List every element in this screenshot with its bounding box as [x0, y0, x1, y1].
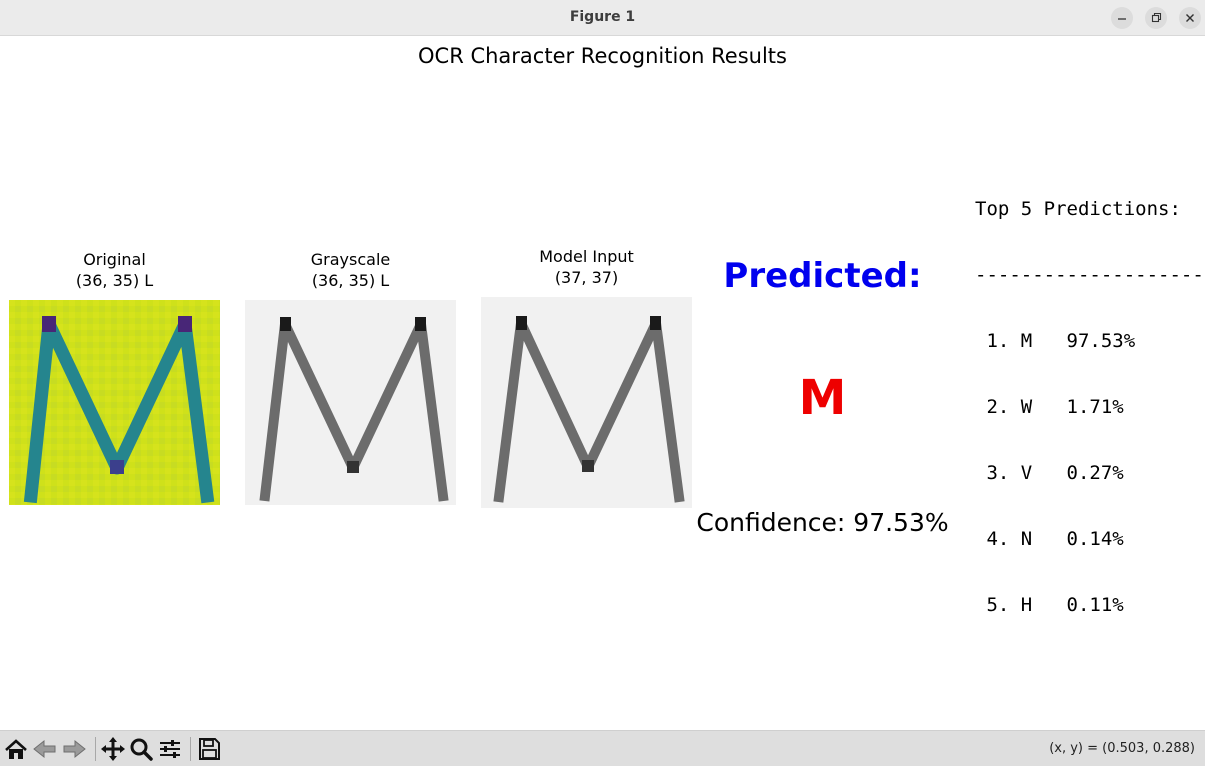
panel-grayscale-heading: Grayscale — [310, 250, 391, 269]
toolbar-separator — [190, 737, 191, 761]
panel-model-input-heading: Model Input — [539, 247, 634, 266]
close-button[interactable] — [1179, 7, 1201, 29]
predicted-character: M — [798, 370, 847, 426]
top5-predictions: Top 5 Predictions: -------------------- … — [975, 154, 1204, 660]
home-button[interactable] — [2, 735, 30, 763]
panel-model-input-shape: (37, 37) — [554, 268, 619, 287]
close-icon — [1186, 14, 1194, 22]
window-title: Figure 1 — [569, 9, 636, 25]
confidence-text: Confidence: 97.53% — [696, 508, 949, 537]
back-button[interactable] — [31, 735, 59, 763]
figure-title: OCR Character Recognition Results — [418, 44, 787, 68]
panel-original-title: Original (36, 35) L — [9, 249, 220, 291]
top5-header: Top 5 Predictions: — [975, 198, 1181, 220]
top5-row: 1. M 97.53% — [975, 330, 1136, 352]
original-image — [9, 300, 220, 505]
top5-divider: -------------------- — [975, 264, 1204, 286]
configure-button[interactable] — [156, 735, 184, 763]
top5-row: 5. H 0.11% — [975, 594, 1124, 616]
predicted-label: Predicted: — [723, 256, 922, 296]
cursor-coordinates: (x, y) = (0.503, 0.288) — [1049, 741, 1195, 756]
save-icon — [199, 738, 220, 760]
grayscale-image — [245, 300, 456, 505]
panel-original-heading: Original — [83, 250, 146, 269]
panel-grayscale-shape: (36, 35) L — [311, 271, 390, 290]
window-titlebar: Figure 1 — [0, 0, 1205, 36]
model-input-image — [481, 297, 692, 508]
configure-icon — [160, 740, 180, 758]
minimize-button[interactable] — [1111, 7, 1133, 29]
forward-icon — [63, 739, 86, 759]
panel-model-input-title: Model Input (37, 37) — [481, 246, 692, 288]
pan-button[interactable] — [99, 735, 127, 763]
pan-icon — [101, 737, 125, 761]
top5-row: 3. V 0.27% — [975, 462, 1124, 484]
restore-icon — [1151, 12, 1162, 23]
restore-button[interactable] — [1145, 7, 1167, 29]
panel-grayscale-title: Grayscale (36, 35) L — [245, 249, 456, 291]
toolbar-separator — [95, 737, 96, 761]
forward-button[interactable] — [60, 735, 88, 763]
navigation-toolbar: (x, y) = (0.503, 0.288) — [0, 730, 1205, 766]
figure-canvas[interactable]: OCR Character Recognition Results Origin… — [0, 36, 1205, 730]
home-icon — [5, 739, 27, 759]
back-icon — [33, 739, 56, 759]
save-button[interactable] — [195, 735, 223, 763]
top5-row: 2. W 1.71% — [975, 396, 1124, 418]
zoom-icon — [130, 738, 153, 761]
minimize-icon — [1118, 18, 1126, 20]
top5-row: 4. N 0.14% — [975, 528, 1124, 550]
zoom-button[interactable] — [127, 735, 155, 763]
panel-original-shape: (36, 35) L — [75, 271, 154, 290]
